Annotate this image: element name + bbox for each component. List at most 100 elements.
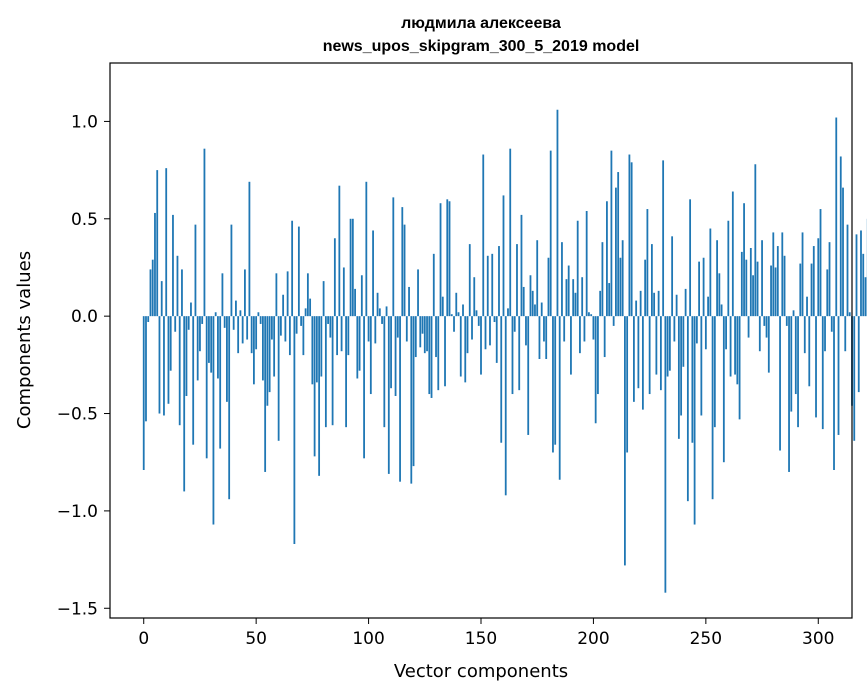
y-tick-label: −0.5 xyxy=(57,405,98,425)
bar xyxy=(507,308,509,317)
bar xyxy=(169,316,172,371)
bar xyxy=(797,316,799,428)
bar xyxy=(788,316,790,472)
bar xyxy=(181,269,183,317)
bar xyxy=(554,316,557,445)
bar xyxy=(439,203,442,317)
bar xyxy=(446,199,449,317)
bar xyxy=(473,277,476,317)
bar xyxy=(228,316,231,500)
bar xyxy=(839,156,842,317)
bar xyxy=(396,316,399,338)
bar xyxy=(165,168,168,317)
bar xyxy=(502,195,505,317)
bar xyxy=(286,271,289,317)
bar xyxy=(322,281,325,317)
bar xyxy=(635,300,638,317)
bar xyxy=(662,160,665,317)
bar xyxy=(441,296,444,317)
bar xyxy=(185,316,188,396)
bar xyxy=(360,275,363,317)
bar xyxy=(266,316,269,406)
bar xyxy=(336,316,338,356)
bar xyxy=(356,316,359,379)
bar xyxy=(758,316,761,352)
bar xyxy=(471,316,473,340)
bar xyxy=(318,316,321,476)
bar xyxy=(648,316,651,395)
bar xyxy=(729,316,732,377)
bar xyxy=(511,316,514,395)
bar xyxy=(806,296,808,317)
y-tick-label: −1.0 xyxy=(57,502,98,522)
bar xyxy=(801,232,804,317)
bar xyxy=(864,277,867,317)
bar xyxy=(570,316,572,375)
bar xyxy=(857,316,860,393)
bar xyxy=(226,316,228,402)
bar xyxy=(486,255,489,317)
bar xyxy=(846,224,849,317)
bar xyxy=(518,316,521,391)
bar xyxy=(387,316,390,474)
bar xyxy=(163,316,165,416)
bar xyxy=(606,201,608,317)
bar xyxy=(504,316,507,496)
bar xyxy=(464,316,467,383)
bar xyxy=(581,277,584,317)
bar xyxy=(147,316,150,322)
bar xyxy=(241,316,244,344)
x-tick-label: 300 xyxy=(802,629,834,649)
bar xyxy=(279,316,282,336)
bar xyxy=(585,211,588,317)
bar xyxy=(275,273,278,317)
bar xyxy=(747,316,750,338)
bar xyxy=(187,316,190,330)
bar xyxy=(327,316,329,324)
bar xyxy=(590,314,593,317)
bar xyxy=(338,185,341,317)
bar xyxy=(545,316,548,359)
bar xyxy=(684,288,687,317)
bar xyxy=(824,316,826,352)
bar xyxy=(190,302,192,317)
bar xyxy=(217,316,219,379)
bar xyxy=(493,316,496,322)
bar xyxy=(767,316,770,373)
y-tick-label: 0.5 xyxy=(71,210,98,230)
bar xyxy=(855,234,858,317)
plot-frame xyxy=(109,62,853,619)
bar xyxy=(695,316,698,344)
bar xyxy=(480,316,482,375)
bar xyxy=(453,316,455,332)
bar xyxy=(641,316,644,410)
bar xyxy=(495,316,498,363)
bar xyxy=(776,246,779,317)
bar xyxy=(540,302,543,317)
bar xyxy=(232,316,235,330)
bar xyxy=(693,316,696,525)
bar xyxy=(403,224,406,317)
bar xyxy=(597,316,599,395)
bar xyxy=(342,267,345,317)
bar xyxy=(320,316,323,377)
bar xyxy=(565,279,568,317)
bar xyxy=(235,300,237,317)
bar xyxy=(390,316,392,389)
bar xyxy=(349,218,352,317)
bar xyxy=(675,294,678,317)
bar xyxy=(516,244,518,317)
bar xyxy=(576,220,579,317)
bar xyxy=(421,316,424,334)
bar xyxy=(709,228,712,317)
bar xyxy=(257,312,260,317)
bar xyxy=(223,316,226,328)
bar xyxy=(718,273,721,317)
bar xyxy=(520,214,523,317)
bar xyxy=(704,316,707,350)
bar xyxy=(309,298,312,317)
bar xyxy=(668,316,671,371)
bar xyxy=(311,316,314,385)
bar xyxy=(430,316,433,398)
bar xyxy=(419,316,422,348)
